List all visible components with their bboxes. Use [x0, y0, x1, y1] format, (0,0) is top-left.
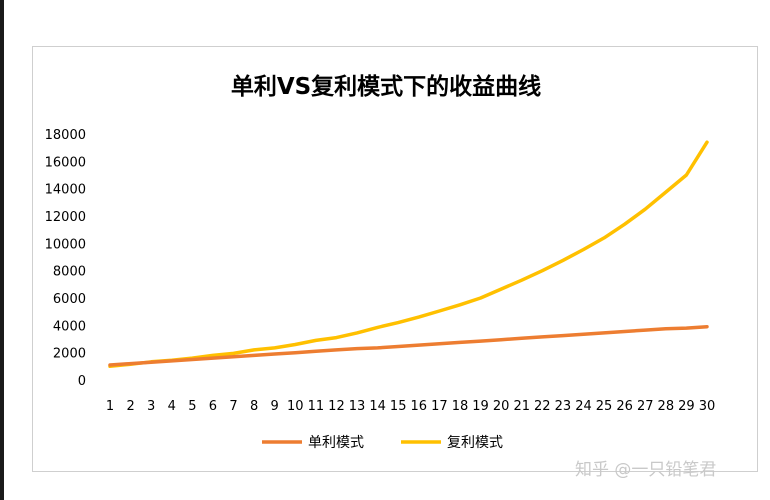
- x-tick-label: 21: [513, 399, 530, 414]
- y-tick-label: 8000: [53, 265, 86, 280]
- y-tick-label: 10000: [45, 237, 86, 252]
- chart-title: 单利VS复利模式下的收益曲线: [231, 73, 541, 100]
- y-tick-label: 4000: [53, 319, 86, 334]
- plot-area: [108, 140, 709, 369]
- x-tick-label: 22: [534, 399, 551, 414]
- x-tick-label: 24: [575, 399, 592, 414]
- x-tick-label: 15: [390, 399, 407, 414]
- x-tick-label: 8: [250, 399, 258, 414]
- y-tick-label: 16000: [45, 155, 86, 170]
- x-tick-label: 6: [209, 399, 217, 414]
- chart-frame: [32, 46, 758, 472]
- series-line-2: [108, 140, 709, 369]
- y-axis: 0 2000 4000 6000 8000 10000 12000 14000 16000 180…: [45, 128, 86, 389]
- x-tick-label: 16: [411, 399, 428, 414]
- x-tick-label: 12: [328, 399, 345, 414]
- y-tick-label: 18000: [45, 128, 86, 143]
- y-tick-label: 12000: [45, 210, 86, 225]
- x-tick-label: 18: [452, 399, 469, 414]
- x-tick-label: 10: [287, 399, 304, 414]
- x-tick-label: 26: [616, 399, 633, 414]
- x-axis: 1 2 3 4 5 6 7 8 9 10 11 12 13 14 15 16 17 18 19 20 21 22 23 24 2…: [106, 399, 715, 414]
- legend-label: 复利模式: [447, 434, 503, 451]
- x-tick-label: 19: [472, 399, 489, 414]
- legend: 单利模式 复利模式: [262, 434, 503, 451]
- x-tick-label: 14: [369, 399, 386, 414]
- x-tick-label: 17: [431, 399, 448, 414]
- x-tick-label: 11: [308, 399, 325, 414]
- left-edge-bar: [0, 0, 4, 500]
- x-tick-label: 13: [349, 399, 366, 414]
- y-tick-label: 6000: [53, 292, 86, 307]
- x-tick-label: 3: [147, 399, 155, 414]
- legend-label: 单利模式: [308, 435, 364, 451]
- x-tick-label: 9: [271, 399, 279, 414]
- y-tick-label: 14000: [45, 183, 86, 198]
- watermark: 知乎 @一只铅笔君: [575, 460, 717, 480]
- x-tick-label: 29: [678, 399, 695, 414]
- series-line-1: [108, 324, 709, 367]
- x-tick-label: 23: [555, 399, 572, 414]
- x-tick-label: 20: [493, 399, 510, 414]
- y-tick-label: 2000: [53, 347, 86, 362]
- x-tick-label: 5: [188, 399, 196, 414]
- x-tick-label: 30: [699, 399, 716, 414]
- x-tick-label: 2: [126, 399, 134, 414]
- y-tick-label: 0: [78, 374, 86, 389]
- x-tick-label: 1: [106, 399, 114, 414]
- x-tick-label: 7: [229, 399, 237, 414]
- x-tick-label: 27: [637, 399, 654, 414]
- x-tick-label: 4: [168, 399, 176, 414]
- x-tick-label: 25: [596, 399, 613, 414]
- x-tick-label: 28: [658, 399, 675, 414]
